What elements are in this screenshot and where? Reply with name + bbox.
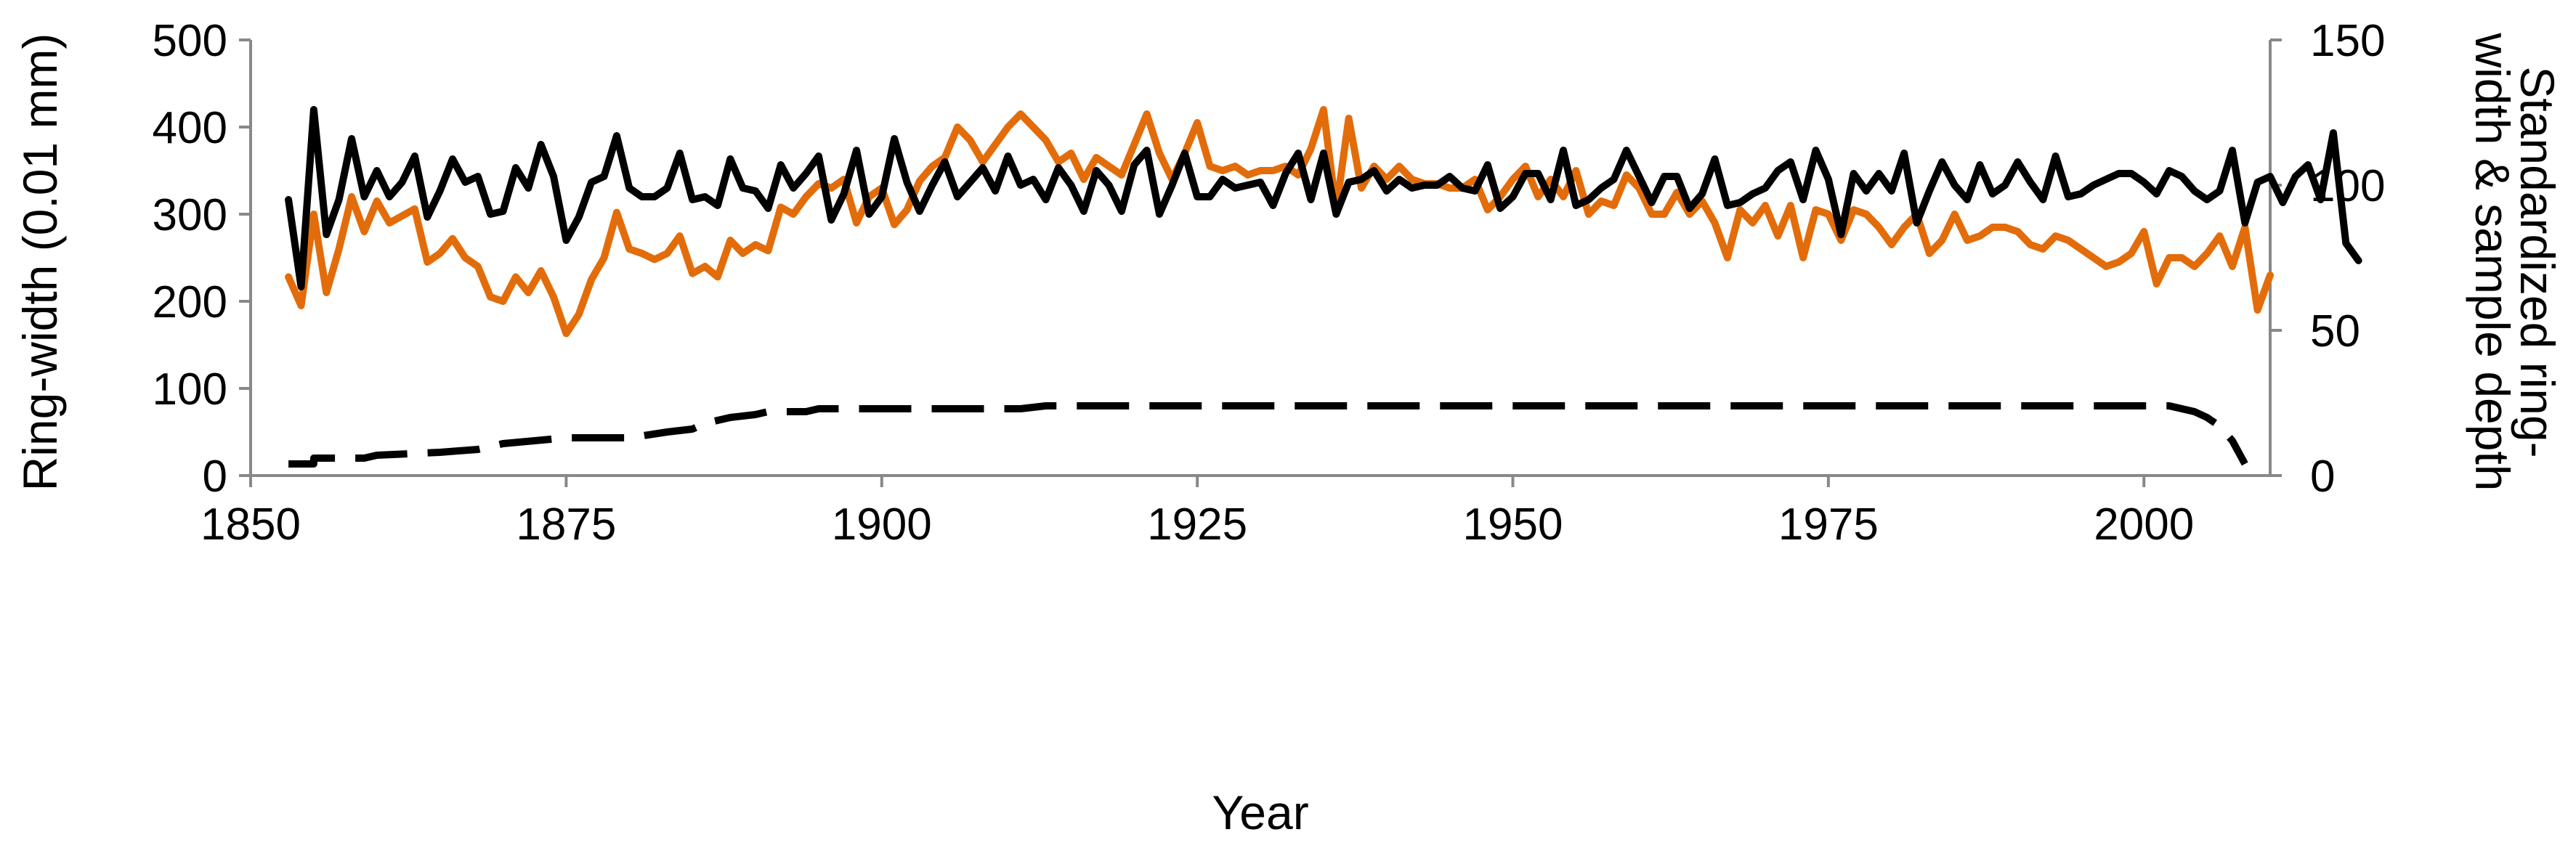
- y2-axis-title-line2: width & sample depth: [2466, 32, 2519, 491]
- x-tick-label: 1850: [201, 500, 301, 550]
- y2-tick-label: 50: [2310, 306, 2360, 356]
- y-tick-label: 300: [153, 190, 227, 240]
- y-axis-title: Ring-width (0.01 mm): [13, 33, 67, 492]
- y-tick-label: 200: [153, 277, 227, 327]
- series-line-3: [288, 402, 2248, 468]
- x-tick-label: 1875: [516, 500, 616, 550]
- y-tick-label: 0: [203, 452, 227, 502]
- x-axis-title: Year: [1212, 786, 1308, 839]
- y2-tick-label: 100: [2310, 161, 2385, 211]
- axes: [239, 38, 2282, 487]
- y-tick-label: 100: [153, 364, 227, 415]
- x-tick-label: 1900: [832, 500, 932, 550]
- x-tick-label: 1925: [1147, 500, 1247, 550]
- x-tick-label: 1950: [1463, 500, 1563, 550]
- x-tick-label: 1975: [1778, 500, 1879, 550]
- y2-axis-title-line1: Standardized ring-: [2511, 66, 2564, 457]
- y-tick-label: 400: [153, 103, 227, 153]
- series-line-1: [285, 106, 2274, 338]
- x-tick-label: 2000: [2094, 500, 2194, 550]
- y2-tick-label: 0: [2310, 452, 2335, 502]
- series-layer: [285, 106, 2362, 468]
- y-tick-label: 500: [153, 16, 227, 66]
- series-line-2: [285, 106, 2362, 290]
- y2-tick-label: 150: [2310, 16, 2385, 66]
- tick-labels: 0 100 200 300 400 500 0 50 100 150 1850 1875 1900 192…: [153, 16, 2386, 550]
